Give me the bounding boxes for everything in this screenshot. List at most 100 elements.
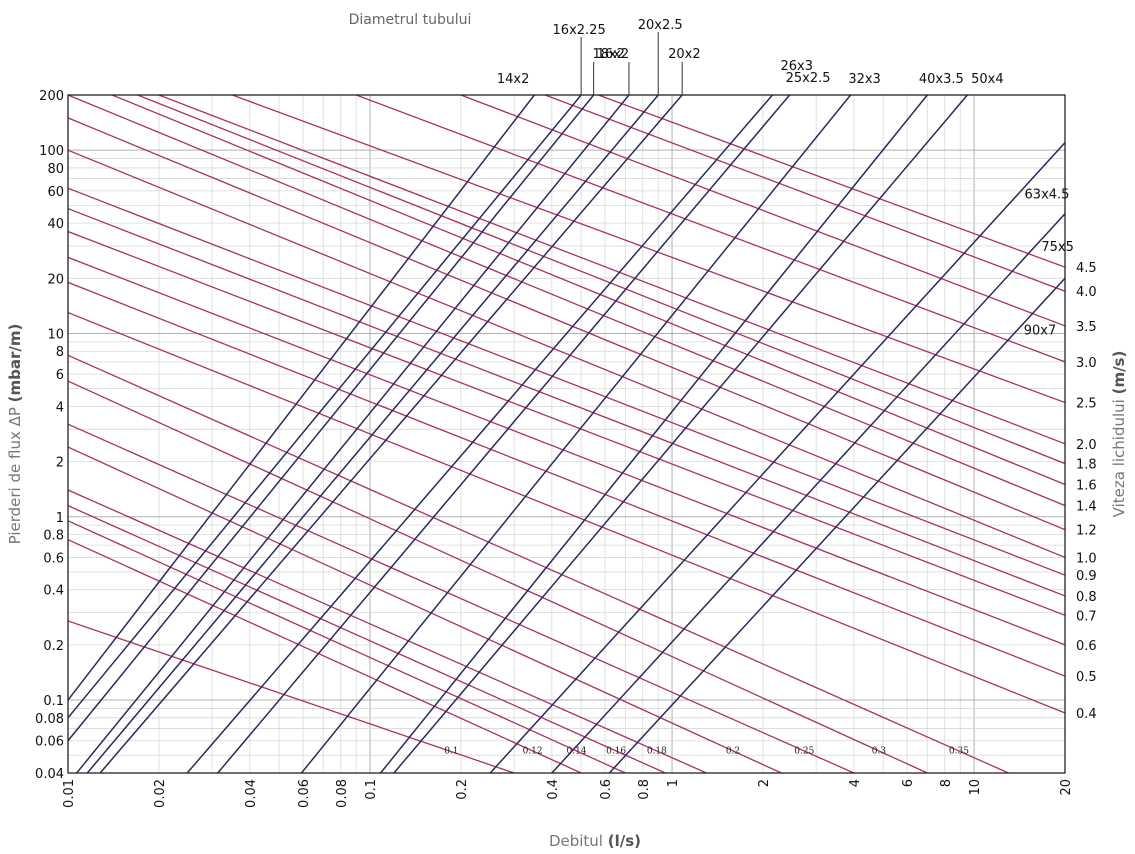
pipe-line-50x4: [393, 95, 968, 773]
pipe-label-18x2: 18x2: [592, 47, 625, 62]
y-tick-label: 4: [56, 400, 64, 415]
x-tick-label: 0.1: [364, 779, 379, 800]
velocity-right-label: 3.0: [1076, 356, 1097, 371]
y-tick-label: 40: [47, 217, 64, 232]
x-axis-title: Debitul (l/s): [549, 832, 641, 850]
pipe-line-16x2-25: [68, 95, 582, 719]
velocity-line-0-4: [68, 311, 1065, 714]
velocity-line-1-0: [68, 149, 1065, 559]
pipe-line-40x3-5: [379, 95, 928, 773]
velocity-line-0-9: [68, 187, 1065, 576]
x-tick-label: 0.01: [62, 779, 77, 808]
pipe-line-32x3: [300, 95, 852, 773]
velocity-right-label: 0.8: [1076, 590, 1097, 605]
velocity-bottom-label: 0.3: [872, 747, 887, 757]
y-axis-left-title: Pierderi de flux ΔP (mbar/m): [6, 324, 24, 545]
x-tick-label: 0.02: [153, 779, 168, 808]
pipe-label-16x2: 16x2: [597, 47, 630, 62]
velocity-line-0-2: [68, 446, 782, 773]
y-tick-label: 0.1: [43, 694, 64, 709]
plot-frame: [67, 94, 1066, 774]
y-axis-right-title: Viteza lichidului (m/s): [1110, 351, 1128, 518]
pipe-label-14x2: 14x2: [497, 72, 530, 87]
velocity-line-1-4: [68, 95, 1065, 507]
pipe-label-25x2-5: 25x2.5: [786, 71, 831, 86]
pipe-label-32x3: 32x3: [848, 72, 881, 87]
velocity-bottom-label: 0.1: [444, 747, 458, 757]
y-tick-label: 80: [47, 162, 64, 177]
velocity-bottom-label: 0.2: [726, 747, 740, 757]
pipe-label-40x3-5: 40x3.5: [919, 72, 964, 87]
y-tick-label: 0.08: [35, 712, 64, 727]
velocity-right-label: 2.5: [1076, 397, 1097, 412]
velocity-line-4-5: [598, 95, 1065, 268]
y-axis-right-title-text: Viteza lichidului: [1110, 399, 1128, 517]
velocity-right-label: 0.4: [1076, 707, 1097, 722]
pipe-label-20x2: 20x2: [668, 47, 701, 62]
velocity-bottom-label: 0.35: [949, 747, 969, 757]
velocity-line-0-7: [68, 230, 1065, 616]
y-tick-label: 8: [56, 345, 64, 360]
velocity-bottom-label: 0.18: [647, 747, 667, 757]
pipe-line-75x5: [551, 213, 1065, 773]
velocity-right-label: 1.8: [1076, 458, 1097, 473]
pipe-line-14x2: [68, 95, 535, 701]
velocity-bottom-label: 0.16: [606, 747, 626, 757]
y-tick-label: 0.4: [43, 584, 64, 599]
y-tick-label: 1: [56, 511, 64, 526]
y-tick-label: 0.6: [43, 551, 64, 566]
pipe-line-25x2-5: [216, 95, 791, 773]
velocity-bottom-label: 0.12: [523, 747, 543, 757]
x-tick-label: 2: [757, 779, 772, 787]
pipe-line-26x3: [186, 95, 774, 773]
x-tick-label: 10: [968, 779, 983, 796]
y-axis-left-title-text: Pierderi de flux ΔP: [6, 407, 24, 544]
velocity-right-label: 4.5: [1076, 261, 1097, 276]
velocity-right-labels: 4.5 4.0 3.5 3.0 2.5 2.0 1.8 1.6 1.4 1.2 1.0 0.9 0.8 0…: [1076, 261, 1097, 722]
y-axis-left-unit: (mbar/m): [6, 324, 24, 403]
y-tick-label: 100: [39, 144, 64, 159]
velocity-line-0-16: [68, 505, 666, 773]
velocity-line-1-6: [111, 95, 1065, 486]
x-tick-label: 1: [666, 779, 681, 787]
velocity-line-1-8: [137, 95, 1065, 465]
velocity-right-label: 3.5: [1076, 320, 1097, 335]
velocity-line-0-3: [68, 380, 928, 773]
pipe-line-20x2: [99, 95, 683, 773]
pipe-line-63x4-5: [489, 142, 1065, 773]
velocity-line-4-0: [544, 95, 1065, 292]
pipe-label-26x3: 26x3: [780, 59, 813, 74]
x-tick-label: 0.2: [455, 779, 470, 800]
x-tick-label: 0.4: [546, 779, 561, 800]
x-tick-label: 0.06: [297, 779, 312, 808]
y-tick-labels: 0.04 0.06 0.08 0.1 0.2 0.4 0.6 0.8 1 2 4 6 8 10 20 40 60…: [35, 89, 64, 782]
velocity-line-1-2: [68, 117, 1065, 531]
y-tick-label: 2: [56, 456, 64, 471]
velocity-line-0-18: [68, 489, 707, 773]
velocity-right-label: 0.6: [1076, 639, 1097, 654]
x-tick-labels: 0.01 0.02 0.04 0.06 0.08 0.1 0.2 0.4 0.6 0.8 1 2 4 6 8…: [62, 779, 1074, 808]
velocity-right-label: 4.0: [1076, 285, 1097, 300]
x-tick-label: 8: [939, 779, 954, 787]
y-tick-label: 0.2: [43, 639, 64, 654]
velocity-right-label: 2.0: [1076, 438, 1097, 453]
y-tick-label: 200: [39, 89, 64, 104]
velocity-right-label: 1.0: [1076, 551, 1097, 566]
velocity-right-label: 1.2: [1076, 524, 1097, 539]
pipe-label-16x2-25: 16x2.25: [553, 23, 606, 38]
velocity-right-label: 0.7: [1076, 609, 1097, 624]
grid: [67, 94, 1066, 774]
pipe-label-75x5: 75x5: [1041, 240, 1074, 255]
velocity-bottom-label: 0.25: [794, 747, 814, 757]
chart-title: Diametrul tubului: [349, 12, 472, 28]
velocity-line-0-12: [68, 539, 582, 773]
pipe-diameter-lines: [68, 95, 1065, 773]
velocity-line-0-14: [68, 520, 626, 773]
velocity-line-0-8: [68, 207, 1065, 597]
velocity-line-0-5: [68, 281, 1065, 677]
x-tick-label: 20: [1059, 779, 1074, 796]
velocity-line-2-5: [232, 95, 1065, 404]
pipe-label-50x4: 50x4: [971, 72, 1004, 87]
